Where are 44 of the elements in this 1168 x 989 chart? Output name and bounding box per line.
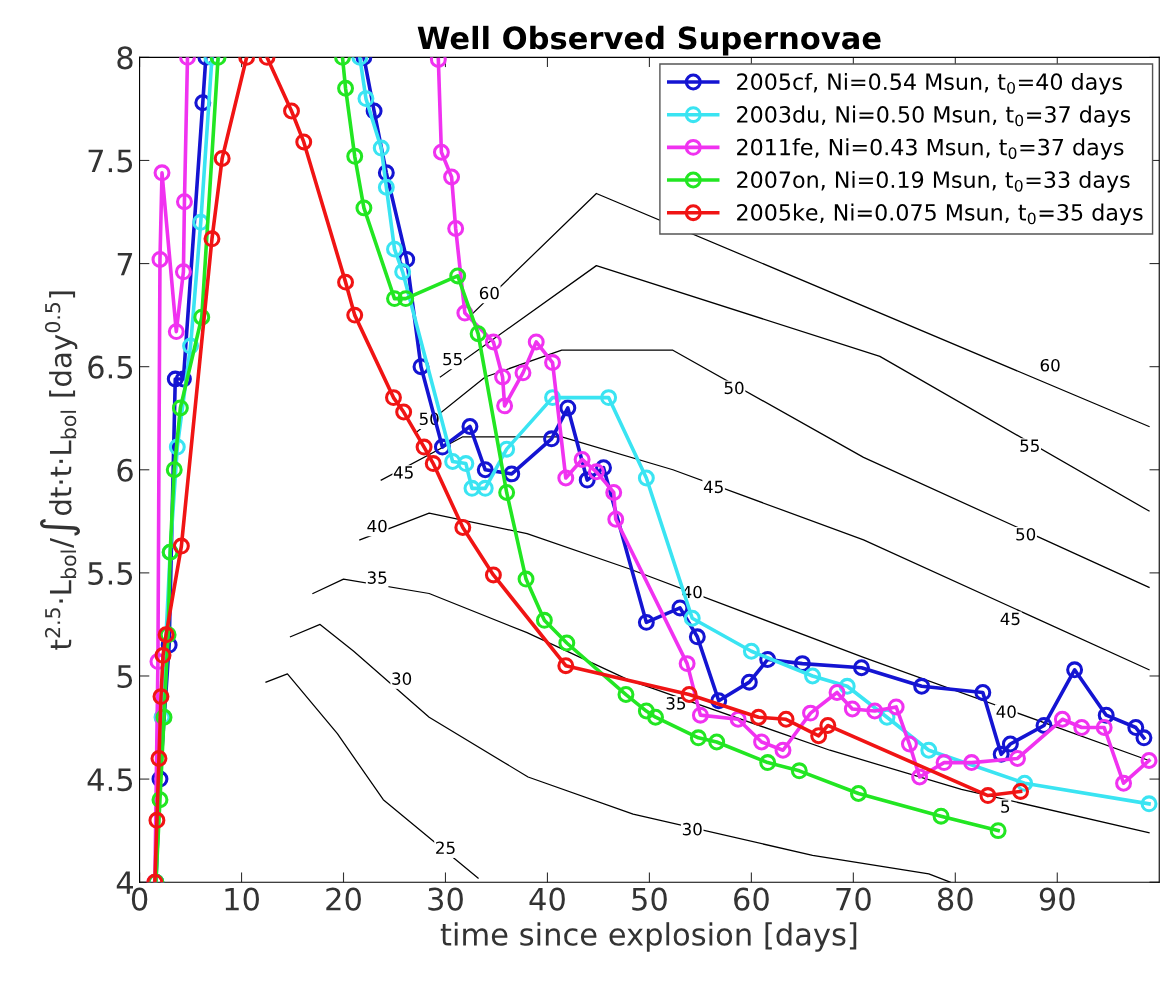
y-tick-label: 5 <box>117 665 133 689</box>
legend-label: 2003du, Ni=0.50 Msun, t$_{0}$=37 days <box>737 105 1131 128</box>
annotation: 30 <box>392 672 412 685</box>
annotation: 60 <box>1040 358 1060 372</box>
chart-title: Well Observed Supernovae <box>417 25 881 56</box>
x-tick-label: 80 <box>937 887 973 911</box>
annotation: 30 <box>682 822 702 836</box>
annotation: 35 <box>666 697 686 710</box>
annotation: 45 <box>703 480 723 494</box>
annotation: 45 <box>393 466 413 479</box>
annotation: 60 <box>479 286 499 300</box>
legend-label: 2011fe, Ni=0.43 Msun, t$_{0}$=37 days <box>737 138 1124 160</box>
annotation: 55 <box>443 352 462 366</box>
y-tick-label: 6 <box>117 458 133 482</box>
annotation: 45 <box>1000 612 1020 626</box>
x-tick-label: 50 <box>632 887 667 911</box>
annotation: 35 <box>367 571 387 584</box>
annotation: 25 <box>436 841 455 855</box>
x-axis-title: time since explosion [days] <box>440 922 857 952</box>
legend-label: 2007on, Ni=0.19 Msun, t$_{0}$=33 days <box>737 170 1130 193</box>
x-tick-label: 30 <box>428 887 463 911</box>
annotation: 50 <box>1016 527 1036 541</box>
text: t$^{2.5}$·L$_{bol}$/∫dt·t·L$_{bol}$ [day$^{0.5}$] <box>40 291 80 650</box>
x-tick-label: 40 <box>529 887 565 911</box>
y-tick-label: 6.5 <box>88 355 133 379</box>
x-tick-label: 10 <box>225 887 259 911</box>
y-tick-label: 7 <box>117 252 133 276</box>
y-tick-label: 8 <box>117 46 133 70</box>
annotation: 40 <box>367 519 387 533</box>
legend-label: 2005ke, Ni=0.075 Msun, t$_{0}$=35 days <box>737 203 1143 226</box>
annotation: 55 <box>1020 439 1039 452</box>
x-tick-label: 0 <box>131 887 148 911</box>
x-tick-label: 20 <box>326 887 361 911</box>
y-tick-label: 7.5 <box>88 149 133 173</box>
y-tick-label: 4.5 <box>87 768 133 792</box>
x-tick-label: 70 <box>836 887 871 911</box>
x-tick-label: 90 <box>1039 887 1075 911</box>
annotation: 40 <box>996 705 1016 718</box>
y-tick-label: 4 <box>116 871 133 894</box>
x-tick-label: 60 <box>734 887 769 911</box>
annotation: 50 <box>724 381 744 395</box>
annotation: 5 <box>1001 800 1010 813</box>
y-tick-label: 5.5 <box>88 562 133 585</box>
legend-label: 2005cf, Ni=0.54 Msun, t$_{0}$=40 days <box>737 72 1122 95</box>
